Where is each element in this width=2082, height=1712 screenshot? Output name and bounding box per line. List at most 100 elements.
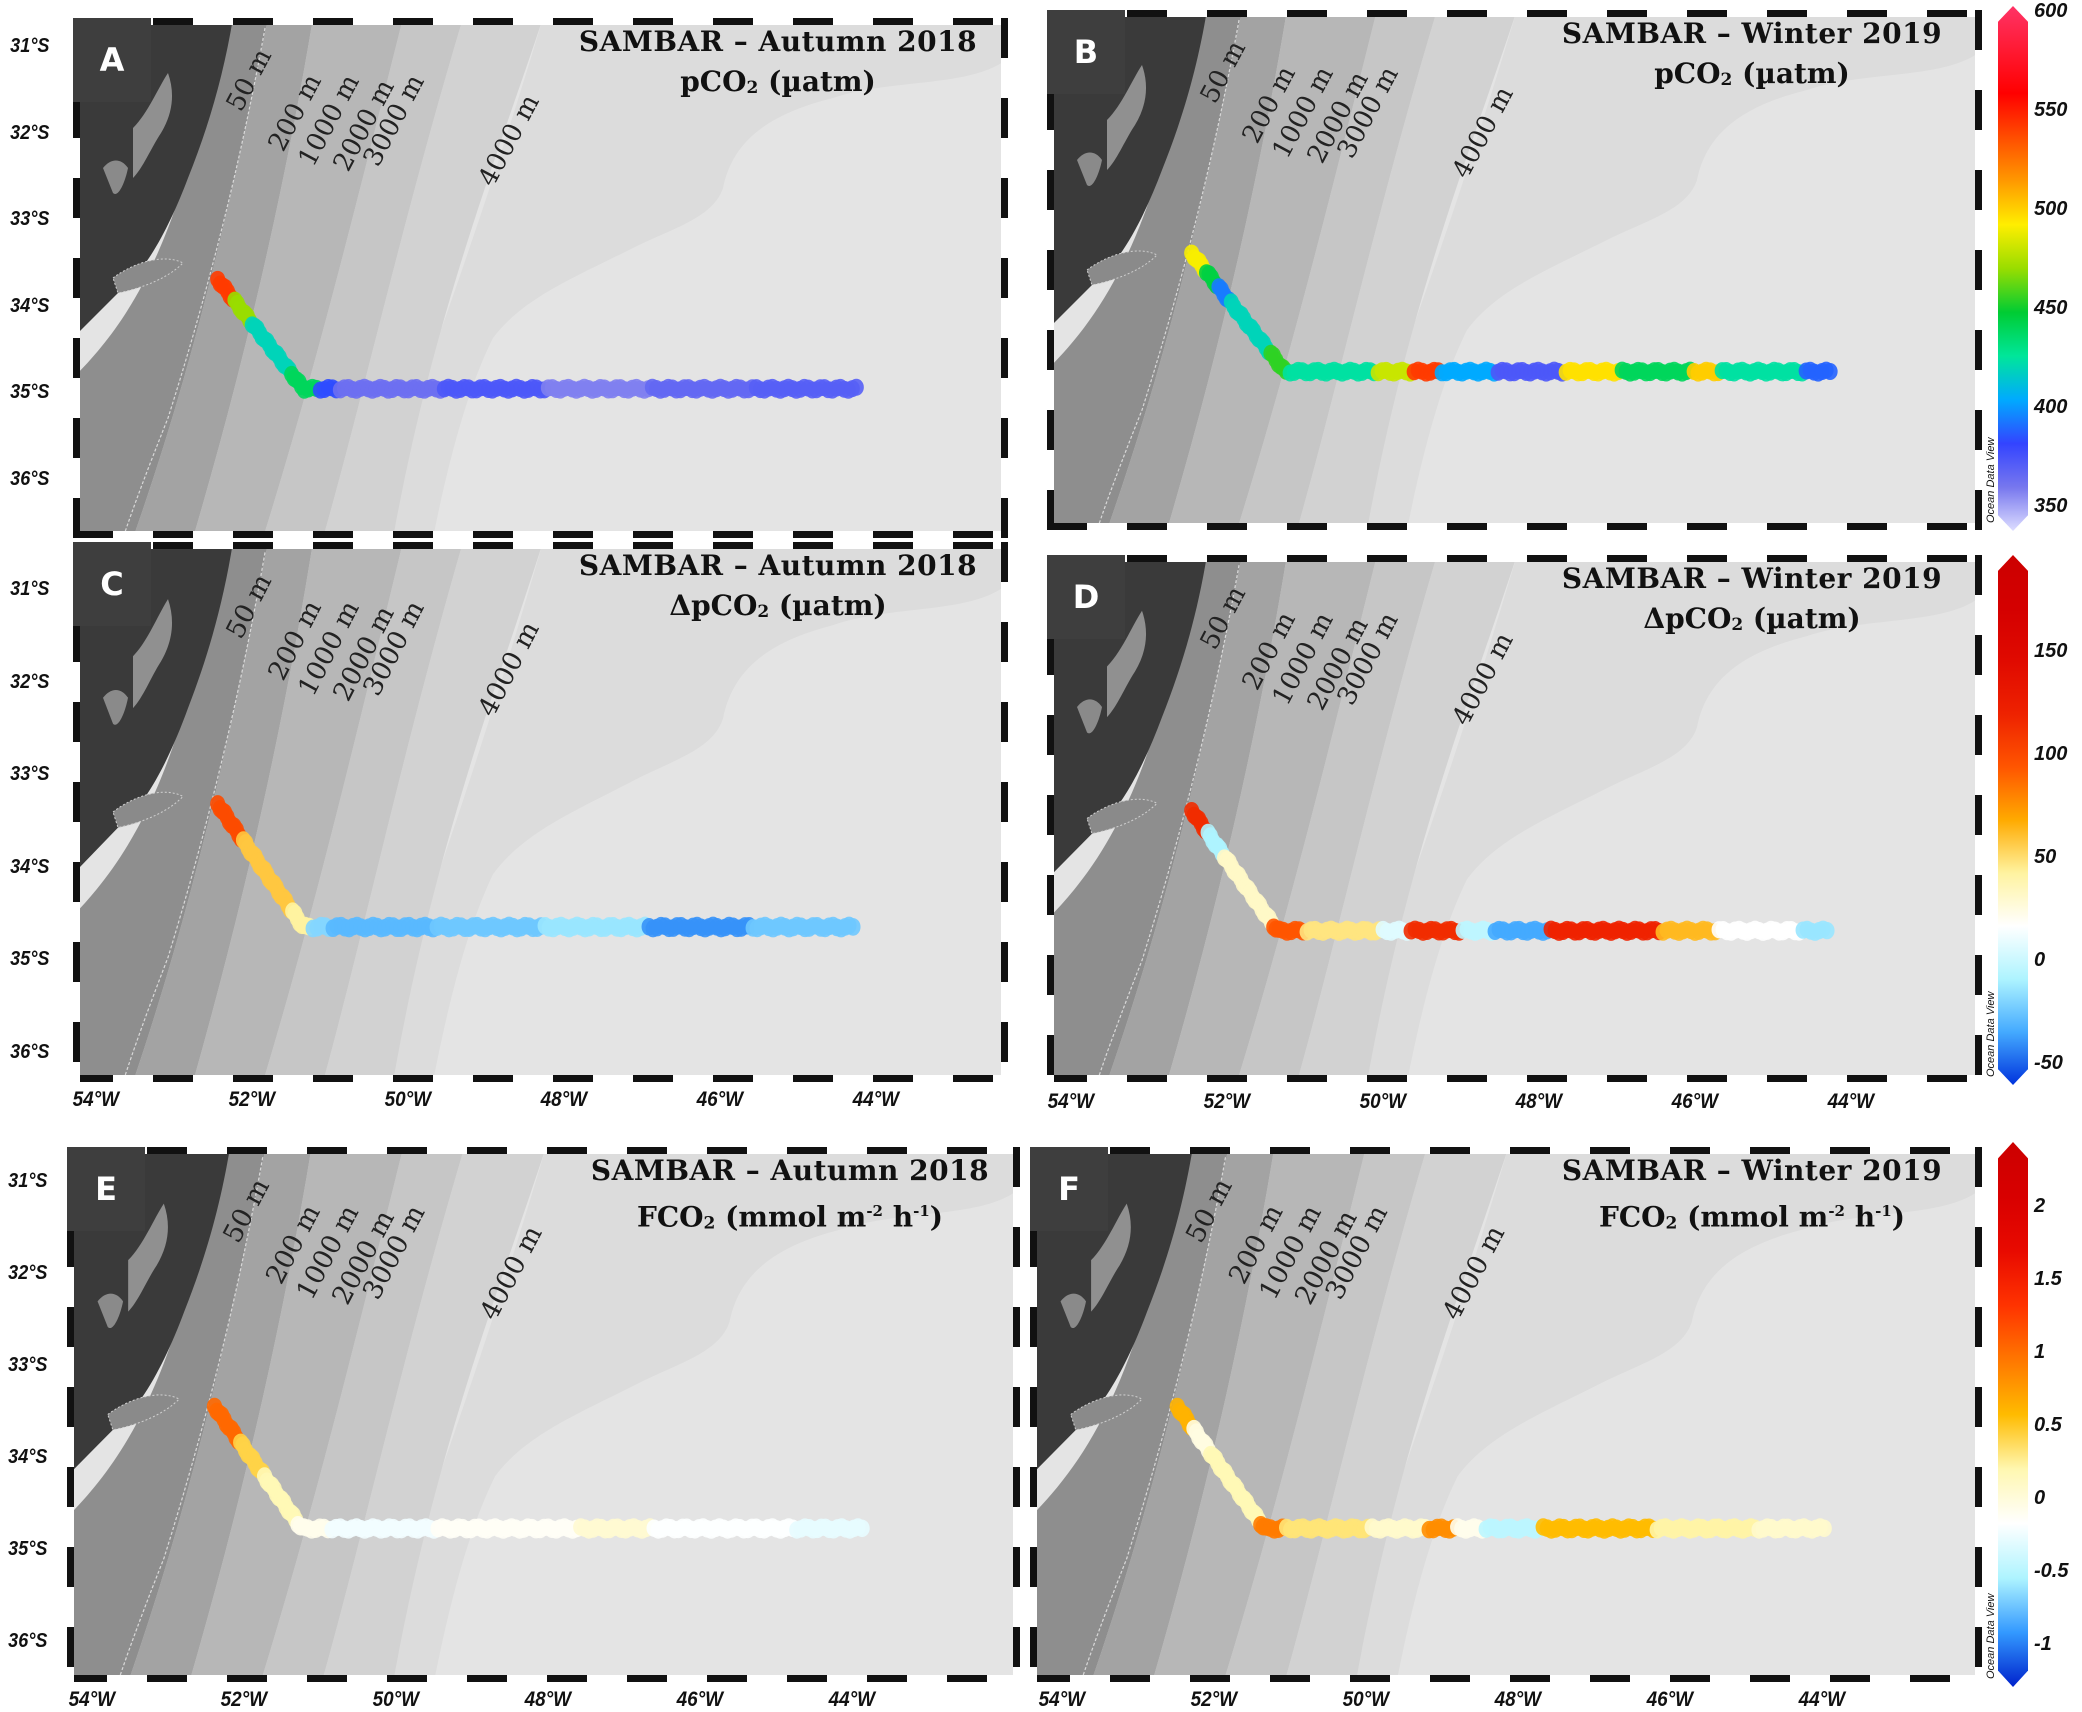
axis-tick-bar [1047,523,1982,530]
longitude-tick-label: 46°W [1646,1688,1693,1711]
longitude-tick-label: 52°W [228,1088,275,1111]
longitude-tick-label: 44°W [1827,1090,1874,1113]
colorbar-tick-label: 50 [2034,846,2057,868]
map-panel-c: 50 m 200 m 1000 m 2000 m 3000 m 4000 m C SAMBAR… [73,542,1008,1082]
latitude-tick-label: 33°S [10,763,50,785]
longitude-tick-label: 44°W [852,1088,899,1111]
colorbar-tick-label: 0 [2034,1487,2046,1509]
latitude-tick-label: 35°S [10,948,50,970]
longitude-tick-label: 50°W [1359,1090,1406,1113]
longitude-tick-label: 48°W [524,1688,571,1711]
panel-title: SAMBAR – Autumn 2018 FCO2 (mmol m-2 h-1) [590,1154,990,1234]
latitude-tick-label: 36°S [10,467,50,490]
ocean-data-view-watermark: Ocean Data View [1985,1593,1997,1679]
axis-tick-bar [67,1147,74,1682]
latitude-tick-label: 31°S [8,1170,48,1192]
axis-tick-bar [1030,1147,1037,1682]
colorbar-tick-label: 150 [2034,640,2068,662]
colorbar-tick-label: 600 [2034,0,2068,22]
longitude-tick-label: 46°W [676,1688,723,1711]
colorbar-gradient [1998,1142,2028,1687]
axis-tick-bar [73,542,1008,549]
panel-title: SAMBAR – Winter 2019 ΔpCO2 (µatm) [1561,562,1943,635]
latitude-tick-label: 34°S [10,855,50,878]
axis-tick-bar [1001,542,1008,1082]
panel-letter: F [1030,1147,1108,1231]
axis-tick-bar [1047,10,1982,17]
ship-track [1184,801,1835,941]
latitude-tick-label: 33°S [8,1354,48,1376]
panel-letter: E [67,1147,145,1231]
colorbar-tick-label: 550 [2034,99,2068,121]
map-panel-a: 50 m 200 m 1000 m 2000 m 3000 m 4000 m A SAMBAR… [73,18,1008,538]
longitude-tick-label: 48°W [1494,1688,1541,1711]
axis-tick-bar [1975,10,1982,530]
longitude-tick-label: 52°W [220,1688,267,1711]
longitude-tick-label: 44°W [1798,1688,1845,1711]
longitude-tick-label: 54°W [1038,1688,1085,1711]
longitude-tick-label: 52°W [1190,1688,1237,1711]
longitude-tick-label: 48°W [1515,1090,1562,1113]
map-panel-e: 50 m 200 m 1000 m 2000 m 3000 m 4000 m E SAMBAR… [67,1147,1020,1682]
latitude-tick-label: 32°S [8,1262,48,1284]
latitude-tick-label: 31°S [10,578,50,600]
colorbar-tick-label: 450 [2034,297,2068,319]
longitude-tick-label: 44°W [828,1688,875,1711]
latitude-tick-label: 31°S [10,35,50,57]
ship-track [1184,244,1838,382]
latitude-tick-label: 36°S [8,1630,48,1652]
colorbar-tick-label: 1.5 [2034,1268,2062,1290]
axis-tick-bar [73,531,1008,538]
colorbar-tick-label: -1 [2034,1633,2052,1655]
axis-tick-bar [73,18,1008,25]
panel-letter: A [73,18,151,102]
colorbar-gradient [1998,6,2028,531]
axis-tick-bar [1013,1147,1020,1682]
colorbar-tick-label: 500 [2034,198,2068,220]
map-panel-f: 50 m 200 m 1000 m 2000 m 3000 m 4000 m F SAMBAR… [1030,1147,1982,1682]
axis-tick-bar [1047,1075,1982,1082]
axis-tick-bar [1001,18,1008,538]
colorbar-tick-label: 100 [2034,743,2068,765]
colorbar-tick-label: 0 [2034,949,2046,971]
longitude-tick-label: 48°W [540,1088,587,1111]
map-panel-d: 50 m 200 m 1000 m 2000 m 3000 m 4000 m D SAMBAR… [1047,555,1982,1082]
axis-tick-bar [1047,555,1054,1082]
longitude-tick-label: 52°W [1203,1090,1250,1113]
latitude-tick-label: 34°S [8,1446,48,1468]
colorbar-tick-label: -50 [2034,1052,2063,1074]
colorbar-tick-label: 0.5 [2034,1414,2062,1436]
axis-tick-bar [67,1675,1020,1682]
colorbar-tick-label: 1 [2034,1341,2046,1363]
map-panel-b: 50 m 200 m 1000 m 2000 m 3000 m 4000 m B SAMBAR… [1047,10,1982,530]
latitude-tick-label: 36°S [10,1040,50,1063]
axis-tick-bar [1047,555,1982,562]
ship-track [1169,1397,1832,1539]
panel-title: SAMBAR – Winter 2019 FCO2 (mmol m-2 h-1) [1561,1154,1943,1234]
longitude-tick-label: 54°W [1047,1090,1094,1113]
longitude-tick-label: 54°W [72,1088,119,1111]
latitude-tick-label: 34°S [10,294,50,317]
axis-tick-bar [67,1147,1020,1154]
axis-tick-bar [1030,1675,1982,1682]
ocean-data-view-watermark: Ocean Data View [1985,437,1997,523]
colorbar-tick-label: 2 [2034,1195,2046,1217]
axis-tick-bar [73,18,80,538]
longitude-tick-label: 46°W [696,1088,743,1111]
colorbar-tick-label: -0.5 [2034,1560,2069,1582]
colorbar-gradient [1998,555,2028,1085]
colorbar-tick-label: 350 [2034,495,2068,517]
axis-tick-bar [1975,555,1982,1082]
latitude-tick-label: 35°S [8,1538,48,1560]
latitude-tick-label: 32°S [10,121,50,144]
latitude-tick-label: 32°S [10,670,50,693]
axis-tick-bar [1975,1147,1982,1682]
ship-track [210,795,861,938]
latitude-tick-label: 35°S [10,381,50,403]
longitude-tick-label: 50°W [372,1688,419,1711]
